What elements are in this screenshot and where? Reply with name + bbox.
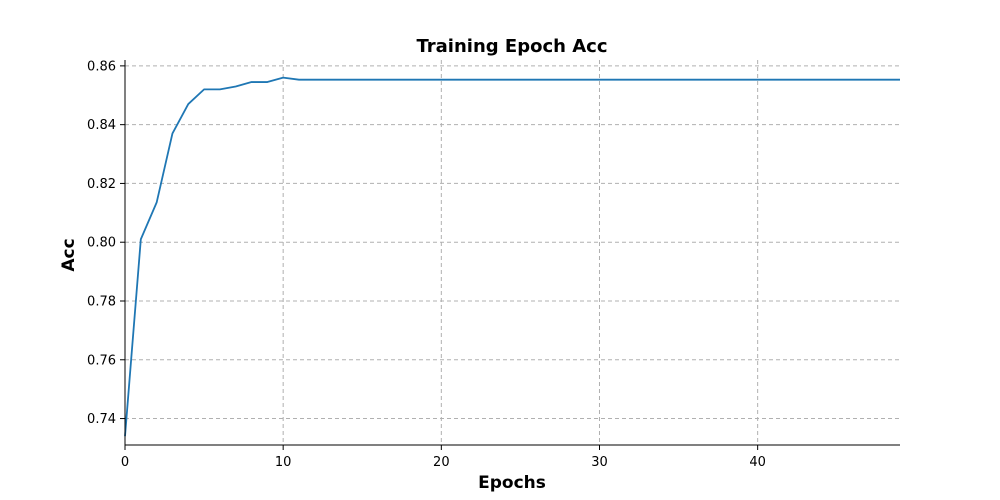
- y-tick-label: 0.82: [87, 177, 116, 192]
- y-tick-label: 0.84: [87, 118, 116, 133]
- y-tick-label: 0.74: [87, 412, 116, 427]
- axes: [124, 60, 900, 446]
- y-tick-label: 0.76: [87, 353, 116, 368]
- grid: [125, 60, 900, 445]
- chart-title: Training Epoch Acc: [416, 36, 607, 57]
- x-ticks: 0 10 20 30 40: [121, 445, 766, 470]
- series-line: [124, 76, 900, 437]
- y-ticks: 0.74 0.76 0.78 0.80 0.82 0.84 0.86: [87, 59, 125, 427]
- y-tick-label: 0.78: [87, 294, 116, 309]
- series-layer: [124, 76, 900, 437]
- y-axis-label: Acc: [59, 238, 79, 271]
- x-tick-label: 10: [275, 455, 292, 470]
- y-tick-label: 0.86: [87, 59, 116, 74]
- x-tick-label: 20: [433, 455, 450, 470]
- y-tick-label: 0.80: [87, 236, 116, 251]
- x-axis-label: Epochs: [478, 473, 546, 493]
- x-tick-label: 30: [591, 455, 608, 470]
- x-tick-label: 0: [121, 455, 129, 470]
- x-tick-label: 40: [749, 455, 766, 470]
